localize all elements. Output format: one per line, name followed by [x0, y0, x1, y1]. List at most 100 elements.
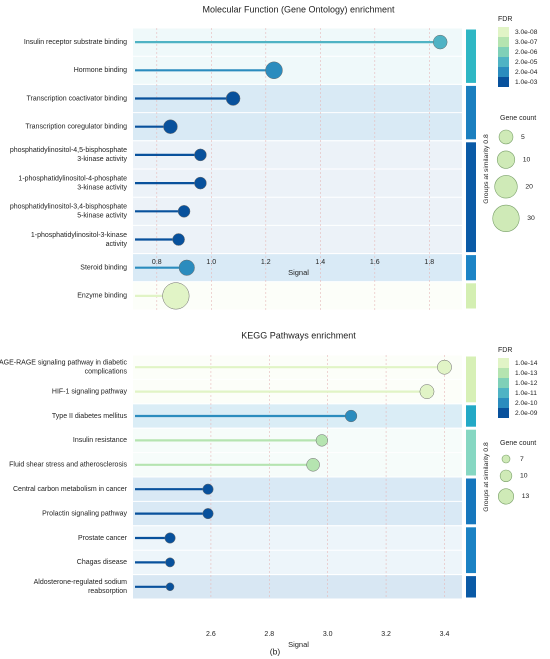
category-label: Hormone binding	[74, 67, 127, 74]
fdr-legend-swatch	[498, 57, 509, 67]
category-label-line: 1-phosphatidylinositol-4-phosphate	[18, 175, 127, 182]
size-legend-label: 10	[520, 473, 528, 480]
category-label-line: 1-phosphatidylinositol-3-kinase	[31, 232, 127, 239]
lollipop-point	[306, 458, 320, 472]
category-label: Insulin receptor substrate binding	[24, 39, 127, 46]
category-label-line: Aldosterone-regulated sodium	[34, 579, 128, 586]
fdr-legend-label: 3.0e-08	[515, 29, 538, 36]
fdr-legend-swatch	[498, 388, 509, 398]
category-label-line: 3-kinase activity	[77, 156, 127, 163]
x-tick-label: 2.6	[206, 631, 216, 638]
lollipop-point	[265, 61, 283, 80]
chart-title: Molecular Function (Gene Ontology) enric…	[202, 4, 395, 14]
fdr-legend-label: 1.0e-12	[515, 380, 538, 387]
category-label: Type II diabetes mellitus	[52, 413, 128, 420]
fdr-legend-label: 1.0e-11	[515, 390, 537, 397]
fdr-legend-swatch	[498, 378, 509, 388]
category-label-line: 5-kinase activity	[77, 213, 127, 220]
category-label-line: Enzyme binding	[77, 293, 127, 300]
group-color-bar	[466, 356, 476, 403]
lollipop-point	[419, 384, 435, 399]
group-color-bar	[466, 478, 476, 525]
x-tick-label: 3.4	[440, 631, 450, 638]
size-legend-circle	[492, 204, 520, 232]
fdr-legend-swatch	[498, 27, 509, 37]
group-color-bar	[466, 405, 476, 427]
category-label: Chagas disease	[77, 559, 127, 566]
fdr-legend-label: 2.0e-06	[515, 49, 538, 56]
chart-title: KEGG Pathways enrichment	[241, 330, 356, 340]
category-label-line: Central carbon metabolism in cancer	[13, 486, 128, 493]
category-label-line: Chagas disease	[77, 559, 127, 566]
x-tick-label: 3.0	[323, 631, 333, 638]
category-label-line: Steroid binding	[80, 265, 127, 272]
category-label: 1-phosphatidylinositol-4-phosphate 3-kina…	[18, 175, 127, 191]
group-axis-label: Groups at similarity 0.8	[483, 442, 490, 512]
size-legend-label: 10	[523, 156, 531, 163]
fdr-legend-label: 1.0e-13	[515, 370, 538, 377]
size-legend-label: 30	[527, 215, 535, 222]
group-color-bar	[466, 29, 476, 83]
fdr-legend-title: FDR	[498, 347, 512, 354]
group-color-bar	[466, 142, 476, 253]
fdr-legend-swatch	[498, 398, 509, 408]
figure-label: (b)	[270, 646, 281, 656]
lollipop-point	[225, 91, 241, 106]
lollipop-point	[172, 233, 185, 246]
fdr-legend-swatch	[498, 77, 509, 87]
lollipop-point	[178, 259, 195, 276]
lollipop-point	[202, 508, 214, 520]
category-label: Steroid binding	[80, 265, 127, 272]
fdr-legend-swatch	[498, 358, 509, 368]
category-label-line: reabsorption	[88, 588, 127, 595]
fdr-legend-label: 2.0e-10	[515, 400, 538, 407]
category-label: Aldosterone-regulated sodium reabsorption	[34, 579, 128, 595]
x-tick-label: 2.8	[264, 631, 274, 638]
fdr-legend-label: 1.0e-14	[515, 360, 538, 367]
lollipop-point	[165, 582, 175, 592]
lollipop-point	[432, 34, 448, 50]
category-label-line: 3-kinase activity	[77, 184, 127, 191]
lollipop-point	[177, 205, 191, 218]
size-legend-label: 5	[521, 134, 525, 141]
size-legend-circle	[496, 150, 516, 169]
category-label: Central carbon metabolism in cancer	[13, 486, 128, 493]
category-label: 1-phosphatidylinositol-3-kinase activity	[31, 232, 128, 248]
size-legend-circle	[497, 488, 515, 505]
lollipop-point	[202, 483, 214, 495]
group-band	[133, 575, 462, 599]
lollipop-point	[437, 359, 452, 375]
category-label-line: activity	[106, 241, 128, 248]
category-label: Prostate cancer	[78, 535, 128, 542]
category-label-line: Prostate cancer	[78, 535, 128, 542]
fdr-legend-swatch	[498, 37, 509, 47]
x-axis-label: Signal	[288, 268, 309, 277]
fdr-legend-label: 1.0e-03	[515, 79, 538, 86]
fdr-legend-label: 2.0e-09	[515, 410, 538, 417]
x-tick-label: 1.6	[370, 259, 380, 266]
x-axis-label: Signal	[288, 640, 309, 649]
category-label-line: complications	[85, 369, 128, 376]
category-label-line: AGE-RAGE signaling pathway in diabetic	[0, 360, 127, 367]
category-label: Prolactin signaling pathway	[42, 510, 127, 517]
category-label-line: Prolactin signaling pathway	[42, 510, 127, 517]
lollipop-point	[162, 282, 190, 310]
category-label: Fluid shear stress and atherosclerosis	[9, 462, 127, 469]
category-label-line: Fluid shear stress and atherosclerosis	[9, 462, 127, 469]
size-legend-circle	[494, 175, 518, 199]
x-tick-label: 1.0	[206, 259, 216, 266]
x-tick-label: 1.8	[424, 259, 434, 266]
category-label: Insulin resistance	[73, 437, 127, 444]
category-label-line: Hormone binding	[74, 67, 127, 74]
size-legend-circle	[501, 454, 511, 464]
group-color-bar	[466, 527, 476, 574]
lollipop-point	[315, 434, 328, 447]
group-color-bar	[466, 576, 476, 598]
size-legend-circle	[499, 469, 513, 483]
group-axis-label: Groups at similarity 0.8	[483, 134, 490, 204]
category-label-line: phosphatidylinositol-4,5-bisphosphate	[10, 147, 127, 154]
fdr-legend-swatch	[498, 368, 509, 378]
lollipop-point	[163, 119, 178, 134]
category-label: AGE-RAGE signaling pathway in diabetic co…	[0, 360, 127, 376]
lollipop-point	[165, 557, 175, 568]
